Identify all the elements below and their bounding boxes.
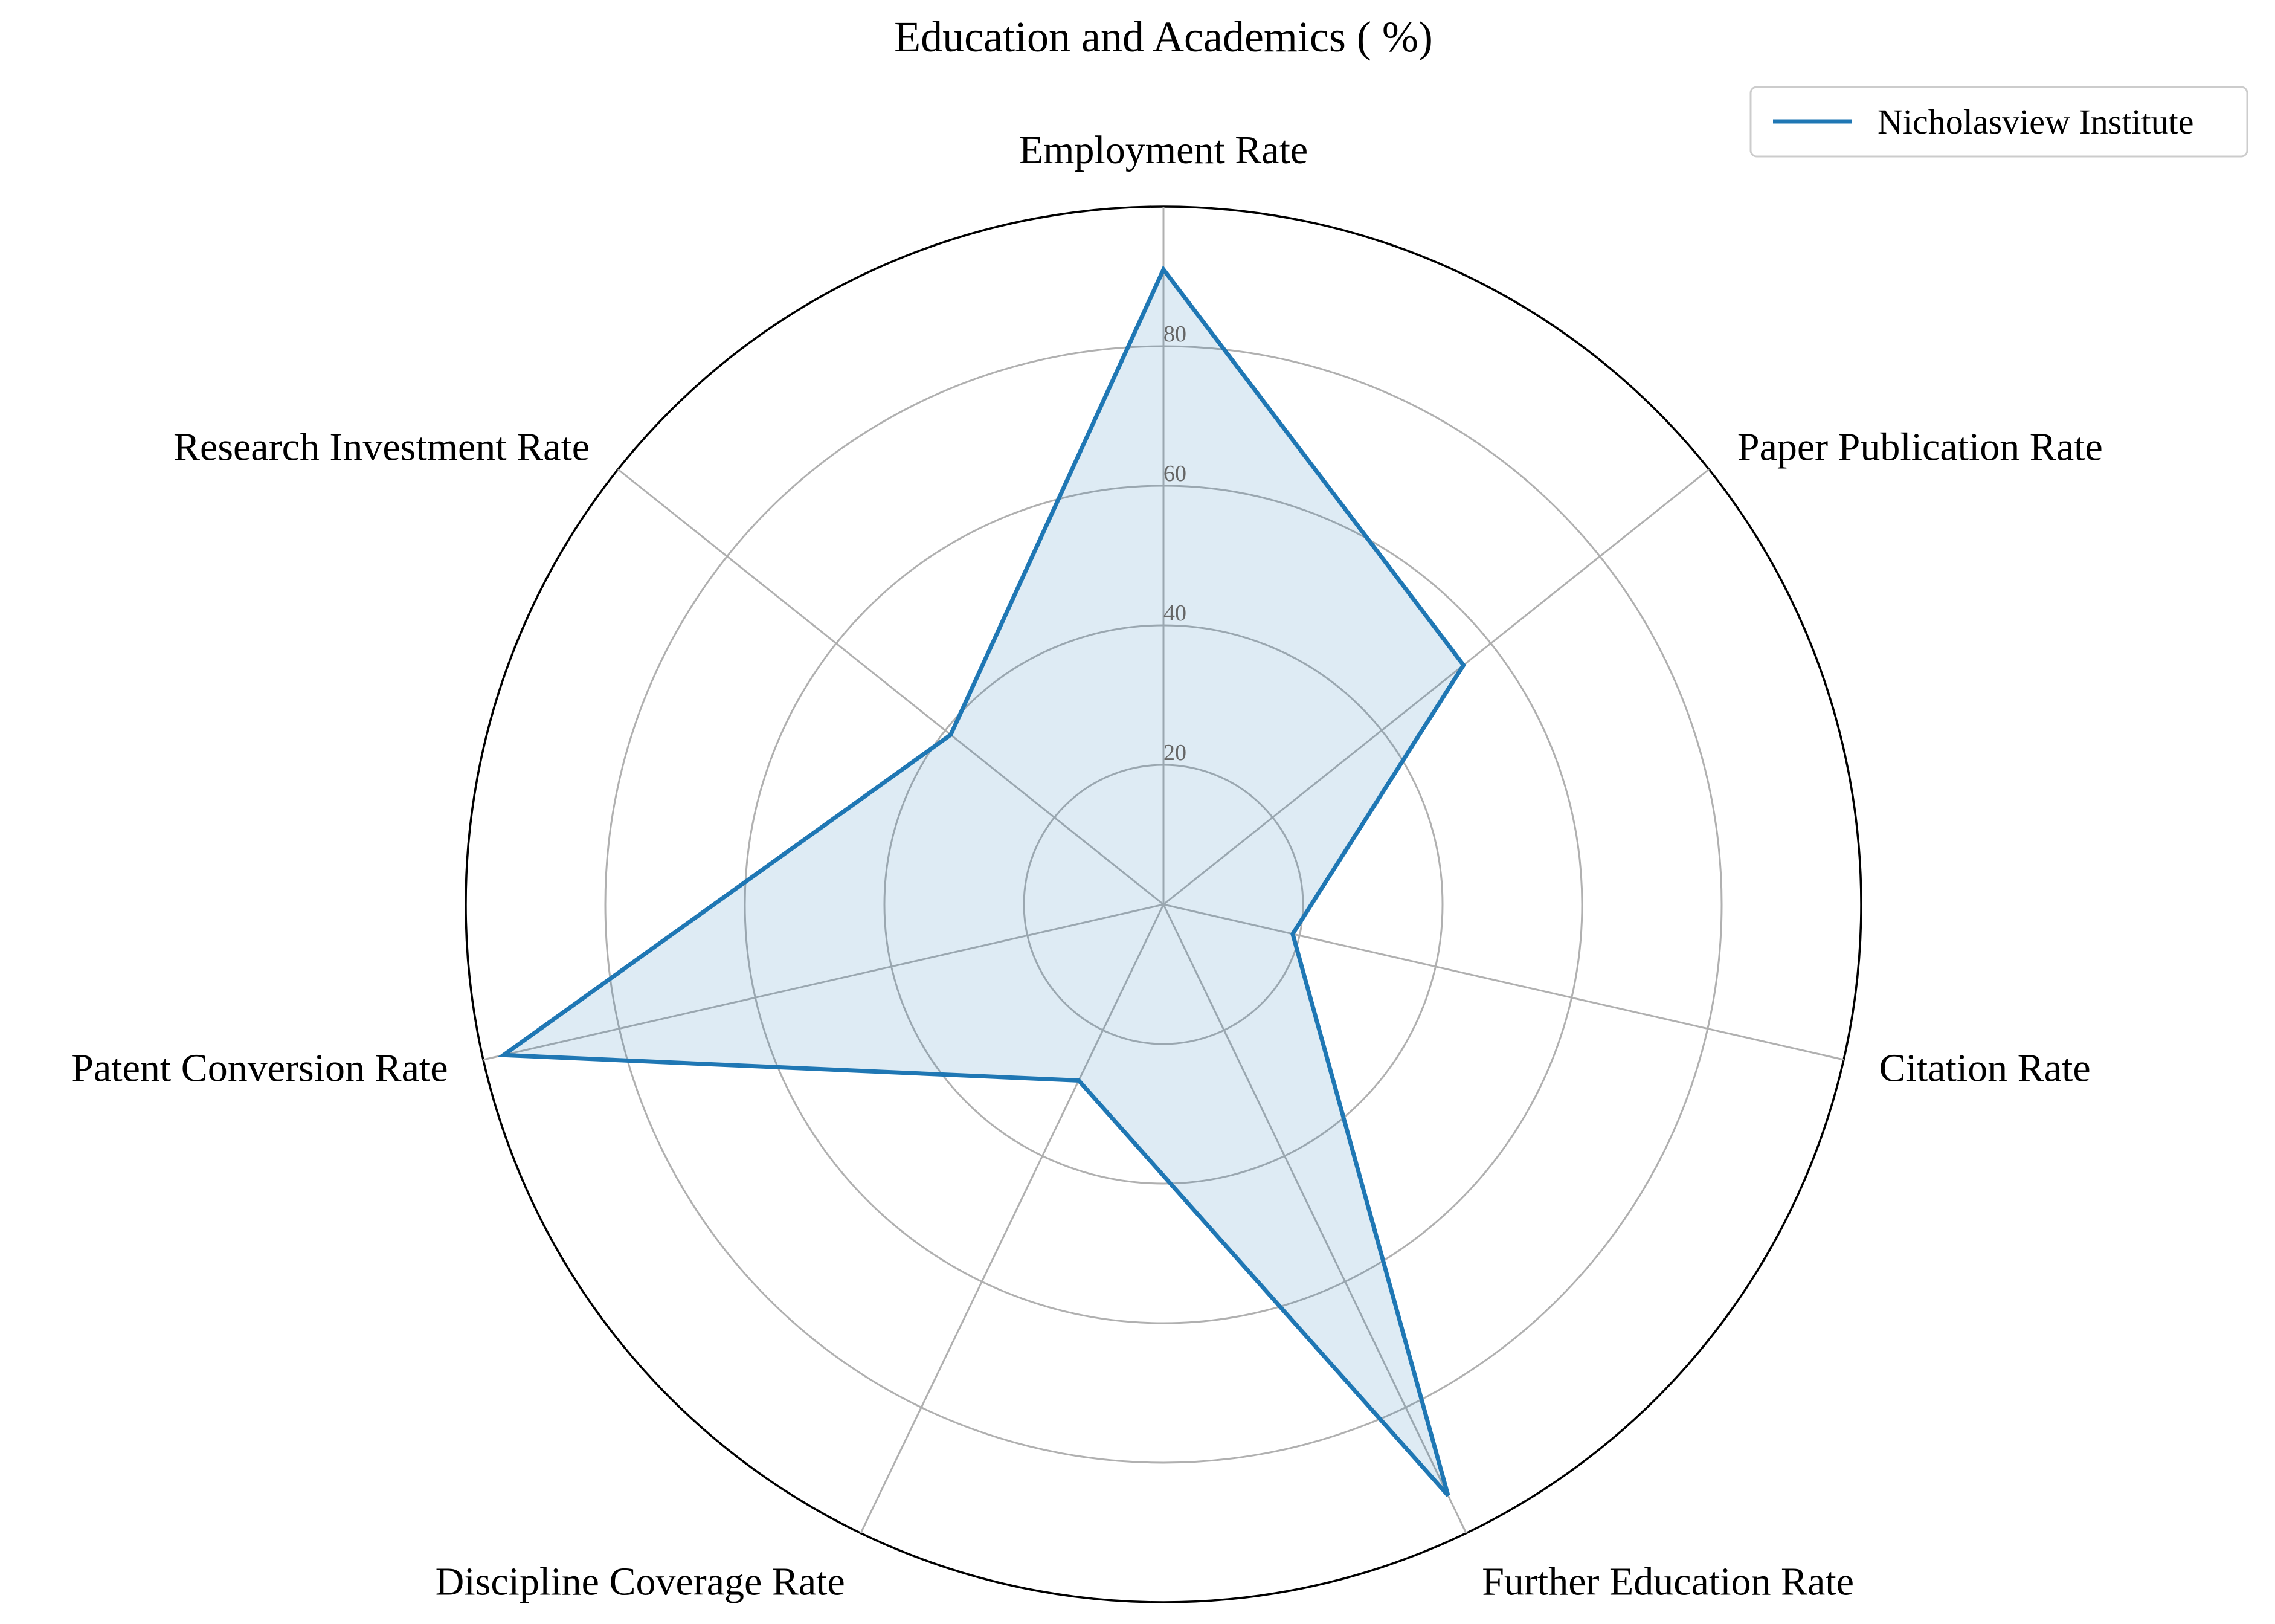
category-label: Employment Rate [1019,128,1308,172]
r-tick-label: 80 [1163,321,1186,347]
series-fill [504,269,1464,1495]
legend: Nicholasview Institute [1751,87,2247,156]
category-label: Research Investment Rate [173,425,590,469]
legend-label-nicholasview-institute: Nicholasview Institute [1878,102,2194,141]
category-label: Patent Conversion Rate [71,1046,448,1090]
category-label: Paper Publication Rate [1737,425,2103,469]
category-label: Further Education Rate [1482,1560,1854,1604]
r-tick-label: 40 [1163,601,1186,626]
category-label: Citation Rate [1879,1046,2091,1090]
chart-title: Education and Academics ( %) [894,13,1433,61]
radar-series [504,269,1464,1495]
category-label: Discipline Coverage Rate [436,1560,845,1604]
r-tick-label: 60 [1163,461,1186,486]
r-tick-label: 20 [1163,740,1186,765]
